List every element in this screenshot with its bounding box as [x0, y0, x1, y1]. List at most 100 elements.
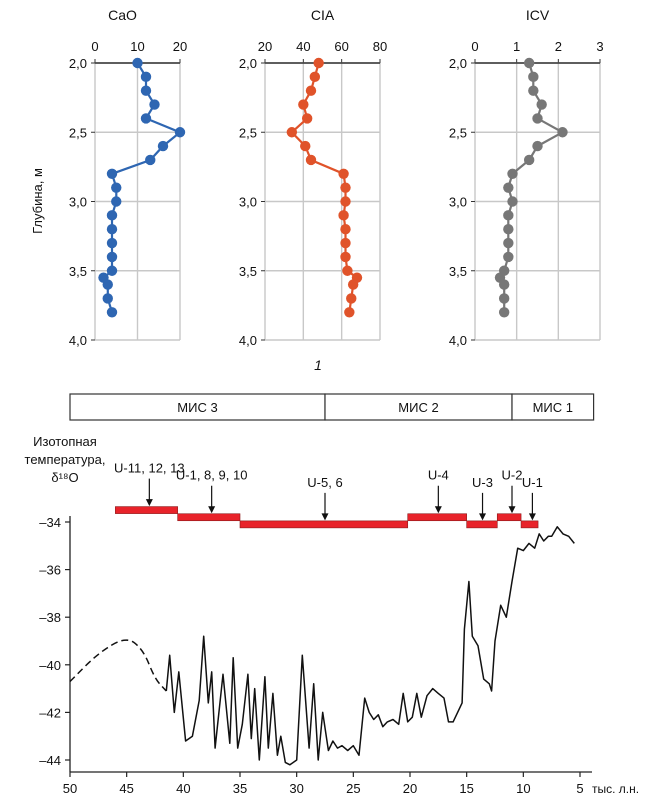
sample-label: U-11, 12, 13	[114, 461, 185, 476]
tick-label-y: 3,5	[69, 264, 87, 279]
data-point	[140, 85, 152, 96]
data-point	[503, 251, 514, 263]
sample-label: U-4	[428, 468, 449, 483]
tick-label-y: 3,5	[239, 264, 257, 279]
data-point	[340, 237, 351, 249]
data-point	[528, 71, 539, 83]
data-point	[106, 307, 118, 318]
tick-label-x: 0	[471, 39, 478, 54]
tick-label-x: 20	[173, 39, 187, 54]
tick-label-y: 4,0	[69, 333, 87, 348]
tick-label-y: –36	[39, 563, 61, 578]
data-point	[286, 127, 298, 138]
data-point	[300, 140, 311, 152]
tick-label-y: –42	[39, 705, 61, 720]
data-point	[174, 127, 186, 138]
y-axis-title: температура,	[25, 452, 106, 467]
data-point	[111, 196, 122, 207]
tick-label-y: 2,5	[449, 125, 467, 140]
depth-panel-cao: 0 10 20 2,0 2,5 3,0 3,5 4,0 CaO	[69, 7, 187, 348]
data-point	[498, 293, 510, 304]
tick-label-y: 4,0	[449, 333, 467, 348]
sample-arrowhead	[208, 506, 216, 514]
data-point	[503, 224, 514, 235]
data-point	[498, 279, 510, 290]
isotope-curve	[165, 526, 575, 766]
data-point	[140, 71, 152, 83]
tick-label-x: 20	[258, 39, 272, 54]
tick-label-x: 15	[459, 781, 473, 796]
tick-label-y: 3,5	[449, 264, 467, 279]
depth-axis-label: Глубина, м	[30, 168, 45, 234]
data-point	[503, 182, 514, 193]
data-point	[157, 140, 169, 152]
data-point	[305, 154, 317, 166]
data-point	[507, 168, 518, 179]
data-point	[340, 224, 351, 235]
data-point	[313, 57, 324, 69]
data-point	[340, 251, 351, 263]
y-axis-title: δ¹⁸O	[51, 470, 78, 485]
sample-arrowhead	[479, 513, 487, 521]
sample-age-bar	[496, 513, 522, 522]
data-point	[149, 99, 160, 110]
data-point	[503, 237, 514, 249]
data-point	[532, 113, 543, 124]
data-point	[106, 210, 118, 221]
tick-label-x: 40	[296, 39, 310, 54]
tick-label-x: 40	[176, 781, 190, 796]
data-point	[338, 210, 349, 221]
isotope-curve-dashed	[69, 639, 167, 692]
panel-title: ICV	[526, 7, 550, 23]
tick-label-x: 35	[233, 781, 247, 796]
data-point	[340, 182, 351, 193]
data-point	[106, 251, 118, 263]
data-point	[298, 99, 309, 110]
data-point	[106, 224, 118, 235]
depth-panel-cia: 20 40 60 80 2,0 2,5 3,0 3,5 4,0 CIA	[239, 7, 387, 348]
tick-label-y: 2,5	[239, 125, 257, 140]
sample-arrowhead	[321, 513, 329, 521]
sample-arrowhead	[145, 499, 153, 507]
tick-label-x: 3	[596, 39, 603, 54]
tick-label-x: 25	[346, 781, 360, 796]
data-point	[106, 168, 118, 179]
stage-label: МИС 3	[177, 400, 217, 415]
tick-label-y: 2,0	[239, 56, 257, 71]
data-point	[145, 154, 156, 166]
data-point	[132, 57, 143, 69]
panel-title: CaO	[108, 7, 137, 23]
data-point	[305, 85, 317, 96]
x-axis-label: тыс. л.н.	[592, 782, 639, 796]
tick-label-x: 1	[513, 39, 520, 54]
stage-box	[511, 393, 595, 421]
tick-label-x: 45	[119, 781, 133, 796]
tick-label-y: –44	[39, 753, 61, 768]
data-point	[344, 307, 355, 318]
y-axis-title: Изотопная	[33, 434, 97, 449]
data-point	[532, 140, 543, 152]
tick-label-y: –34	[39, 515, 61, 530]
data-point	[106, 265, 118, 276]
sample-arrowhead	[508, 506, 516, 514]
sample-label: U-1, 8, 9, 10	[176, 468, 248, 483]
sample-age-bar	[115, 506, 178, 514]
data-point	[557, 127, 568, 138]
panel-number-label: 1	[314, 357, 322, 373]
sample-arrowhead	[434, 506, 442, 514]
tick-label-x: 60	[334, 39, 348, 54]
data-point	[342, 265, 353, 276]
tick-label-x: 20	[403, 781, 417, 796]
data-point	[523, 154, 535, 166]
tick-label-y: –38	[39, 610, 61, 625]
sample-age-bar	[177, 513, 241, 522]
sample-age-bar	[239, 520, 409, 529]
sample-age-bar	[407, 513, 467, 522]
data-point	[347, 279, 359, 290]
data-point	[528, 85, 539, 96]
panel-title: CIA	[311, 7, 335, 23]
stage-label: МИС 1	[533, 400, 573, 415]
sample-label: U-2	[502, 468, 523, 483]
data-point	[498, 307, 510, 318]
